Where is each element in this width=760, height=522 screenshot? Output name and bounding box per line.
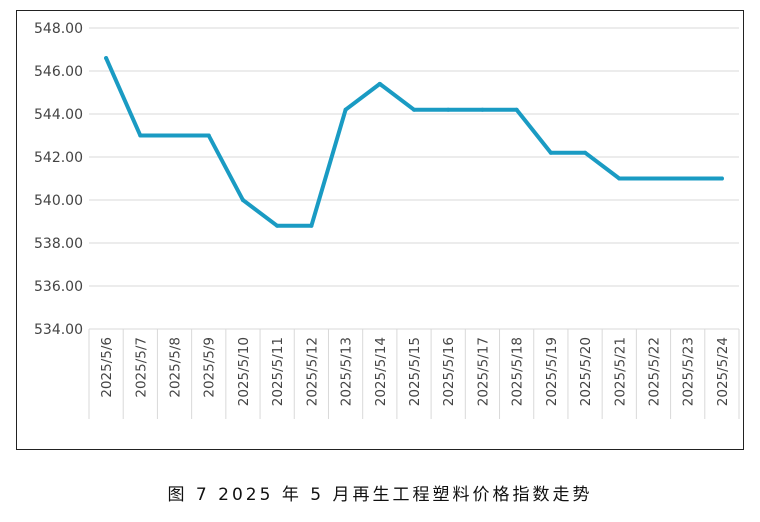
data-point (548, 150, 553, 155)
x-tick-label: 2025/5/13 (339, 337, 355, 406)
x-tick-label: 2025/5/19 (544, 337, 560, 406)
x-tick-label: 2025/5/21 (612, 337, 628, 406)
data-point (206, 133, 211, 138)
x-tick-label: 2025/5/18 (510, 337, 526, 406)
x-tick-label: 2025/5/24 (715, 337, 731, 406)
data-point (617, 176, 622, 181)
y-tick-label: 548.00 (34, 21, 83, 37)
data-point (480, 107, 485, 112)
data-point (309, 223, 314, 228)
data-point (240, 198, 245, 202)
x-tick-label: 2025/5/12 (304, 337, 320, 406)
x-tick-label: 2025/5/8 (168, 337, 184, 398)
x-tick-label: 2025/5/15 (407, 337, 423, 406)
x-tick-label: 2025/5/7 (133, 337, 149, 398)
x-tick-label: 2025/5/20 (578, 337, 594, 406)
x-tick-label: 2025/5/9 (202, 337, 218, 398)
x-tick-label: 2025/5/11 (270, 337, 286, 406)
data-point (377, 81, 382, 86)
data-point (343, 107, 348, 112)
series-line (104, 56, 724, 228)
x-tick-label: 2025/5/17 (475, 337, 491, 406)
y-tick-label: 538.00 (34, 236, 83, 252)
x-tick-label: 2025/5/10 (236, 337, 252, 406)
y-tick-label: 544.00 (34, 107, 83, 123)
figure-caption: 图 7 2025 年 5 月再生工程塑料价格指数走势 (167, 485, 593, 505)
data-point (104, 56, 109, 61)
data-point (583, 150, 588, 155)
x-tick-label: 2025/5/23 (681, 337, 697, 406)
x-tick-label: 2025/5/16 (441, 337, 457, 406)
data-point (412, 107, 416, 112)
data-point (138, 133, 143, 138)
y-tick-label: 546.00 (34, 64, 83, 80)
data-point (685, 176, 690, 181)
x-tick-label: 2025/5/14 (373, 337, 389, 406)
y-tick-label: 536.00 (34, 279, 83, 295)
data-point (275, 223, 280, 228)
x-tick-label: 2025/5/22 (646, 337, 662, 406)
data-point (172, 133, 177, 138)
x-tick-label: 2025/5/6 (99, 337, 115, 398)
data-point (719, 176, 724, 181)
y-tick-label: 540.00 (34, 193, 83, 209)
y-tick-label: 542.00 (34, 150, 83, 166)
data-point (446, 107, 451, 112)
data-point (651, 176, 656, 181)
line-chart: 534.00 536.00 538.00 540.00 542.00 544.00 546.… (34, 21, 740, 419)
chart-frame: 534.00 536.00 538.00 540.00 542.00 544.00 546.… (16, 10, 744, 450)
y-tick-label: 534.00 (34, 322, 83, 338)
data-point (514, 107, 519, 112)
